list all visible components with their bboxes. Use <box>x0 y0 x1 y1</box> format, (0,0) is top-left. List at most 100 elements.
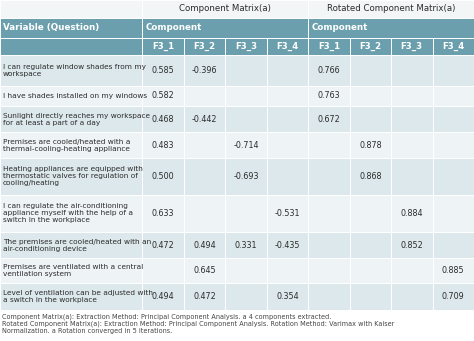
Text: 0.884: 0.884 <box>401 209 423 218</box>
Text: 0.763: 0.763 <box>318 91 340 100</box>
Text: F3_2: F3_2 <box>359 42 382 51</box>
Bar <box>308 86 349 106</box>
Text: F3_2: F3_2 <box>193 42 216 51</box>
Bar <box>225 195 266 232</box>
Bar <box>391 55 432 86</box>
Bar <box>432 38 474 55</box>
Text: Component: Component <box>146 23 202 32</box>
Bar <box>0 38 142 55</box>
Bar <box>266 55 308 86</box>
Bar <box>350 158 391 195</box>
Bar <box>350 232 391 258</box>
Bar <box>0 106 142 132</box>
Text: -0.693: -0.693 <box>233 172 259 181</box>
Bar <box>183 195 225 232</box>
Bar <box>391 283 432 310</box>
Bar <box>432 55 474 86</box>
Text: 0.709: 0.709 <box>442 292 465 301</box>
Text: Level of ventilation can be adjusted with
a switch in the workplace: Level of ventilation can be adjusted wit… <box>3 290 153 303</box>
Bar <box>142 38 183 55</box>
Bar <box>391 132 432 158</box>
Bar <box>183 55 225 86</box>
Bar <box>183 283 225 310</box>
Bar <box>142 55 183 86</box>
Bar <box>350 283 391 310</box>
Text: I have shades installed on my windows: I have shades installed on my windows <box>3 93 147 99</box>
Bar <box>0 258 142 283</box>
Text: I can regulate window shades from my
workspace: I can regulate window shades from my wor… <box>3 64 146 77</box>
Bar <box>225 158 266 195</box>
Bar <box>308 258 349 283</box>
Bar <box>432 258 474 283</box>
Bar <box>183 158 225 195</box>
Bar <box>266 195 308 232</box>
Bar <box>0 132 142 158</box>
Bar <box>350 132 391 158</box>
Text: Heating appliances are equipped with
thermostatic valves for regulation of
cooli: Heating appliances are equipped with the… <box>3 166 143 187</box>
Text: Component Matrix(a): Component Matrix(a) <box>179 4 271 13</box>
Bar <box>225 86 266 106</box>
Bar <box>142 86 183 106</box>
Bar <box>142 195 183 232</box>
Text: Sunlight directly reaches my workspace
for at least a part of a day: Sunlight directly reaches my workspace f… <box>3 113 150 125</box>
Bar <box>432 86 474 106</box>
Bar <box>432 232 474 258</box>
Text: 0.645: 0.645 <box>193 266 216 275</box>
Text: F3_3: F3_3 <box>401 42 423 51</box>
Bar <box>308 55 349 86</box>
Bar <box>183 38 225 55</box>
Bar <box>308 232 349 258</box>
Text: Component Matrix(a): Extraction Method: Principal Component Analysis. a 4 compon: Component Matrix(a): Extraction Method: … <box>2 313 395 334</box>
Bar <box>308 106 349 132</box>
Bar <box>142 0 308 18</box>
Text: F3_1: F3_1 <box>318 42 340 51</box>
Text: Premises are ventilated with a central
ventilation system: Premises are ventilated with a central v… <box>3 264 143 277</box>
Bar <box>183 258 225 283</box>
Text: Component: Component <box>311 23 368 32</box>
Bar <box>308 283 349 310</box>
Text: Rotated Component Matrix(a): Rotated Component Matrix(a) <box>327 4 455 13</box>
Text: F3_4: F3_4 <box>276 42 299 51</box>
Bar <box>391 195 432 232</box>
Text: F3_3: F3_3 <box>235 42 257 51</box>
Bar <box>432 132 474 158</box>
Text: 0.472: 0.472 <box>193 292 216 301</box>
Bar <box>225 55 266 86</box>
Bar <box>225 106 266 132</box>
Bar <box>391 38 432 55</box>
Bar <box>0 232 142 258</box>
Bar <box>391 106 432 132</box>
Bar <box>266 86 308 106</box>
Text: 0.852: 0.852 <box>401 241 423 250</box>
Bar <box>0 86 142 106</box>
Bar <box>266 283 308 310</box>
Text: The premises are cooled/heated with an
air-conditioning device: The premises are cooled/heated with an a… <box>3 239 151 252</box>
Bar <box>142 132 183 158</box>
Bar <box>391 158 432 195</box>
Bar <box>432 106 474 132</box>
Bar <box>0 283 142 310</box>
Bar <box>225 38 266 55</box>
Bar <box>183 232 225 258</box>
Bar <box>142 106 183 132</box>
Bar <box>391 232 432 258</box>
Bar <box>0 158 142 195</box>
Bar <box>225 132 266 158</box>
Text: 0.468: 0.468 <box>152 115 174 123</box>
Bar <box>308 158 349 195</box>
Text: 0.472: 0.472 <box>152 241 174 250</box>
Text: -0.714: -0.714 <box>233 141 259 150</box>
Text: Variable (Question): Variable (Question) <box>3 23 100 32</box>
Bar <box>308 18 474 38</box>
Text: 0.585: 0.585 <box>152 66 174 75</box>
Text: 0.483: 0.483 <box>152 141 174 150</box>
Bar <box>183 106 225 132</box>
Bar <box>432 158 474 195</box>
Bar <box>350 55 391 86</box>
Text: -0.442: -0.442 <box>191 115 217 123</box>
Text: 0.672: 0.672 <box>318 115 340 123</box>
Bar <box>432 283 474 310</box>
Bar <box>308 195 349 232</box>
Bar <box>266 258 308 283</box>
Bar <box>142 258 183 283</box>
